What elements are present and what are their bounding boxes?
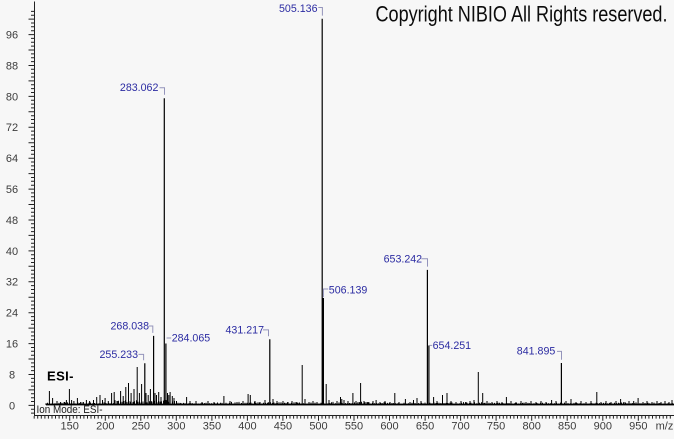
svg-text:200: 200	[96, 421, 114, 433]
svg-text:48: 48	[6, 215, 18, 227]
svg-text:284.065: 284.065	[172, 333, 211, 345]
svg-text:750: 750	[487, 421, 505, 433]
svg-text:506.139: 506.139	[329, 284, 368, 296]
svg-text:ESI-: ESI-	[47, 369, 74, 384]
svg-text:88: 88	[6, 60, 18, 72]
svg-text:255.233: 255.233	[100, 349, 139, 361]
svg-text:850: 850	[558, 421, 576, 433]
svg-text:350: 350	[203, 421, 221, 433]
svg-text:16: 16	[6, 339, 18, 351]
svg-text:505.136: 505.136	[279, 3, 318, 15]
svg-text:96: 96	[6, 30, 18, 42]
svg-text:700: 700	[451, 421, 469, 433]
svg-text:600: 600	[380, 421, 398, 433]
svg-text:900: 900	[594, 421, 612, 433]
svg-text:72: 72	[6, 122, 18, 134]
svg-text:400: 400	[238, 421, 256, 433]
svg-text:450: 450	[274, 421, 292, 433]
svg-text:64: 64	[6, 153, 18, 165]
svg-text:283.062: 283.062	[120, 82, 158, 94]
svg-text:40: 40	[6, 246, 18, 258]
svg-text:268.038: 268.038	[111, 320, 150, 332]
svg-text:Copyright NIBIO All Rights res: Copyright NIBIO All Rights reserved.	[376, 1, 668, 26]
svg-text:0: 0	[9, 400, 15, 412]
svg-text:150: 150	[61, 421, 79, 433]
svg-text:650: 650	[416, 421, 434, 433]
svg-text:500: 500	[309, 421, 327, 433]
svg-text:653.242: 653.242	[384, 253, 423, 265]
svg-text:8: 8	[9, 369, 15, 381]
svg-text:550: 550	[345, 421, 363, 433]
svg-text:654.251: 654.251	[433, 340, 472, 352]
svg-text:841.895: 841.895	[517, 346, 556, 358]
svg-text:Ion Mode: ESI-: Ion Mode: ESI-	[37, 404, 103, 416]
svg-text:80: 80	[6, 91, 18, 103]
svg-text:250: 250	[132, 421, 150, 433]
svg-text:950: 950	[629, 421, 647, 433]
svg-text:56: 56	[6, 184, 18, 196]
svg-text:24: 24	[6, 308, 18, 320]
svg-text:32: 32	[6, 277, 18, 289]
svg-text:431.217: 431.217	[226, 324, 265, 336]
svg-text:300: 300	[167, 421, 185, 433]
svg-text:m/z: m/z	[656, 421, 674, 433]
svg-text:800: 800	[523, 421, 541, 433]
